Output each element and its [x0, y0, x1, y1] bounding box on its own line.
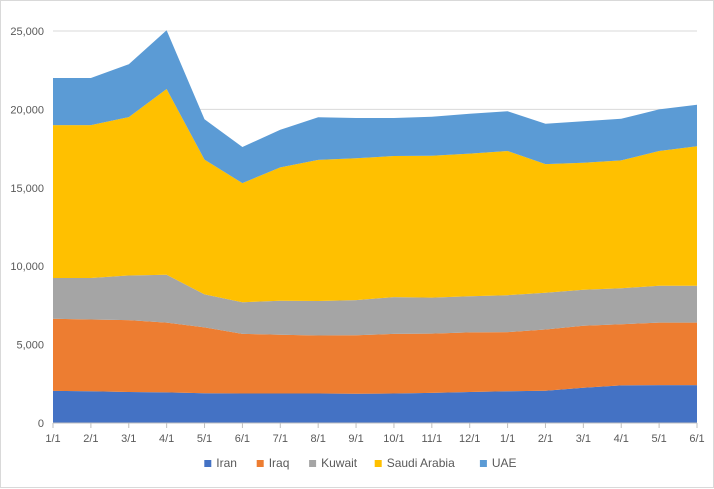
x-tick-label: 2/1 [83, 433, 98, 445]
legend-label-uae: UAE [492, 456, 517, 470]
axes: 0 5,000 10,000 15,000 20,000 25,000 1/1 2/1 3/1 4… [10, 26, 704, 445]
legend-label-kuwait: Kuwait [321, 456, 358, 470]
legend-swatch-saudi-arabia [374, 460, 382, 467]
area-saudi-arabia [53, 89, 697, 303]
legend-label-iran: Iran [216, 456, 237, 470]
y-tick-label: 5,000 [16, 340, 44, 352]
x-tick-label: 6/1 [235, 433, 250, 445]
x-tick-label: 5/1 [651, 433, 666, 445]
area-kuwait [53, 274, 697, 336]
y-tick-label: 25,000 [10, 26, 44, 38]
legend: Iran Iraq Kuwait Saudi Arabia UAE [204, 456, 517, 470]
area-uae [53, 30, 697, 184]
y-tick-label: 10,000 [10, 261, 44, 273]
area-iraq [53, 318, 697, 394]
legend-swatch-iran [204, 460, 212, 467]
legend-swatch-kuwait [309, 460, 317, 467]
x-tick-label: 6/1 [689, 433, 704, 445]
legend-label-iraq: Iraq [269, 456, 290, 470]
legend-swatch-iraq [256, 460, 264, 467]
x-tick-label: 8/1 [311, 433, 326, 445]
x-tick-label: 2/1 [538, 433, 553, 445]
x-tick-label: 4/1 [614, 433, 629, 445]
x-tick-label: 4/1 [159, 433, 174, 445]
x-tick-label: 1/1 [45, 433, 60, 445]
x-tick-label: 9/1 [348, 433, 363, 445]
x-tick-label: 7/1 [273, 433, 288, 445]
x-tick-label: 3/1 [121, 433, 136, 445]
x-tick-label: 3/1 [576, 433, 591, 445]
y-tick-label: 20,000 [10, 104, 44, 116]
x-tick-label: 5/1 [197, 433, 212, 445]
y-tick-label: 0 [38, 418, 44, 430]
x-tick-label: 12/1 [459, 433, 480, 445]
area-series [53, 30, 697, 423]
x-tick-label: 1/1 [500, 433, 515, 445]
legend-swatch-uae [479, 460, 487, 467]
x-tick-label: 11/1 [422, 433, 443, 445]
y-tick-label: 15,000 [10, 183, 44, 195]
x-tick-label: 10/1 [383, 433, 404, 445]
area-iran [53, 385, 697, 423]
legend-label-saudi-arabia: Saudi Arabia [387, 456, 455, 470]
